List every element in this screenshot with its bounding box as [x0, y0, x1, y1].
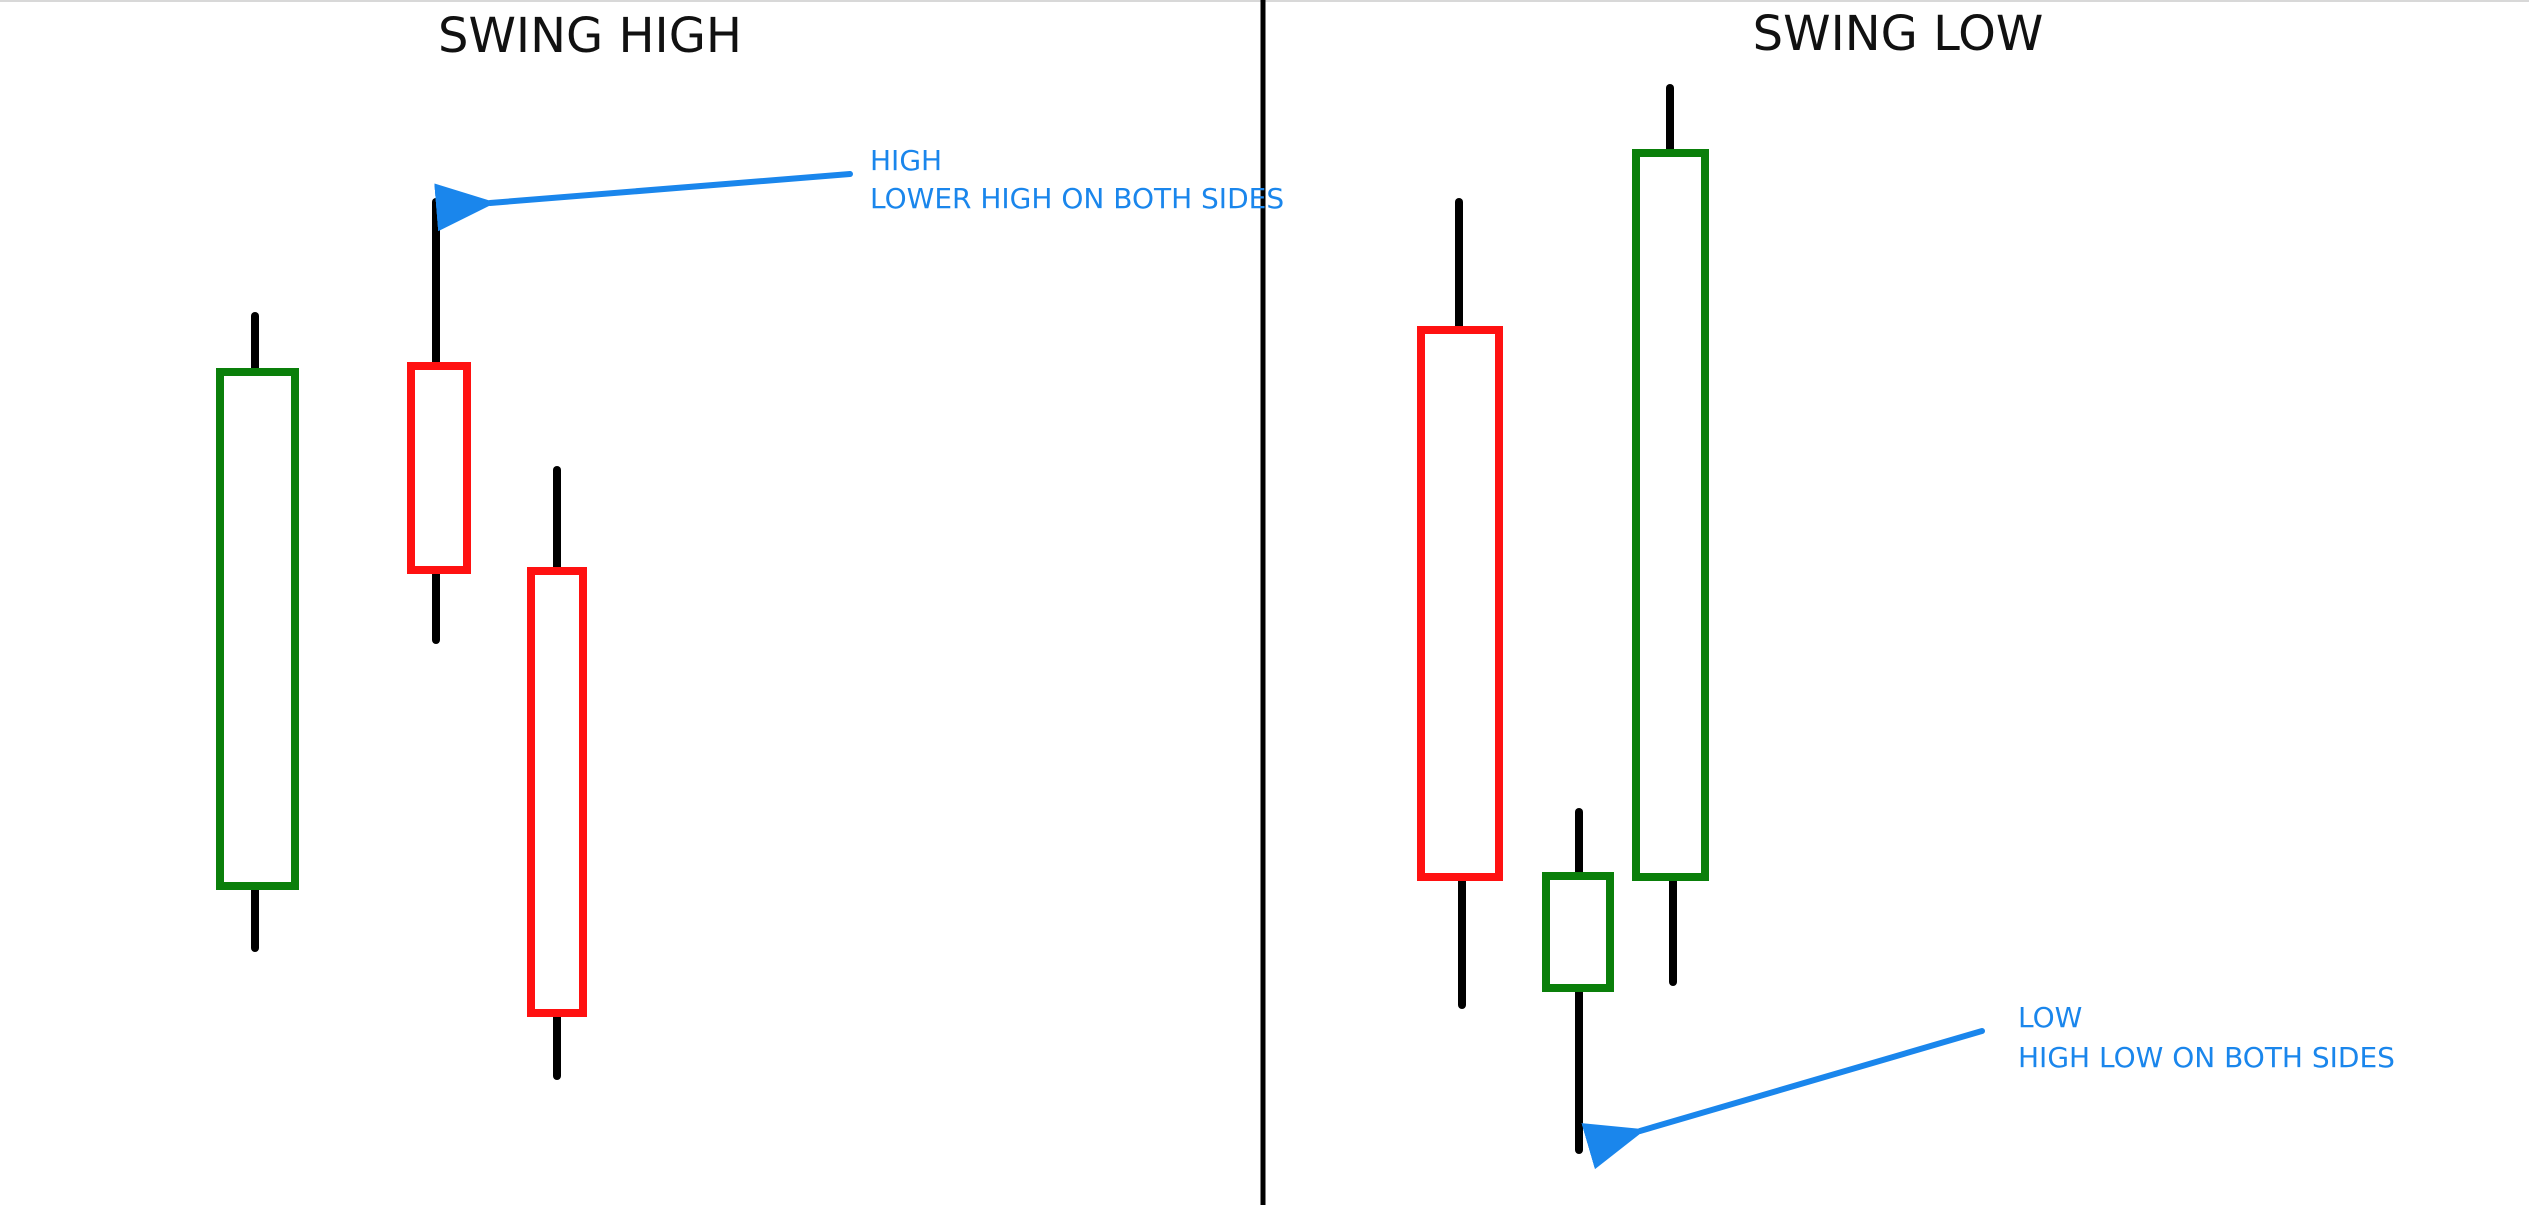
right-candle-1: [1417, 198, 1503, 1009]
right-candle-2-body: [1542, 872, 1614, 992]
swing-high-arrow: [434, 171, 853, 232]
left-candle-2: [407, 198, 471, 644]
left-candle-3: [527, 466, 587, 1080]
left-candle-1: [216, 312, 299, 952]
right-candle-3: [1632, 84, 1709, 986]
right-candle-2: [1542, 808, 1614, 1154]
swing-low-arrow: [1581, 1028, 1985, 1170]
swing-low-note-line1: LOW: [2018, 1001, 2082, 1034]
swing-high-note-line2: LOWER HIGH ON BOTH SIDES: [870, 182, 1284, 215]
swing-low-note-line2: HIGH LOW ON BOTH SIDES: [2018, 1041, 2395, 1074]
swing-high-note-line1: HIGH: [870, 144, 942, 177]
swing-low-title: SWING LOW: [1753, 6, 2044, 62]
right-candle-3-body: [1632, 149, 1709, 881]
left-candle-2-body: [407, 362, 471, 574]
swing-high-title: SWING HIGH: [438, 8, 742, 64]
swing-low-panel: SWING LOW LOW HIGH LOW ON BOTH SIDES: [1417, 6, 2395, 1170]
swing-high-panel: SWING HIGH HIGH LOWER HIGH ON BOTH SIDES: [216, 8, 1284, 1080]
left-candle-1-body: [216, 368, 299, 890]
left-candle-3-body: [527, 567, 587, 1017]
right-candle-1-body: [1417, 326, 1503, 881]
